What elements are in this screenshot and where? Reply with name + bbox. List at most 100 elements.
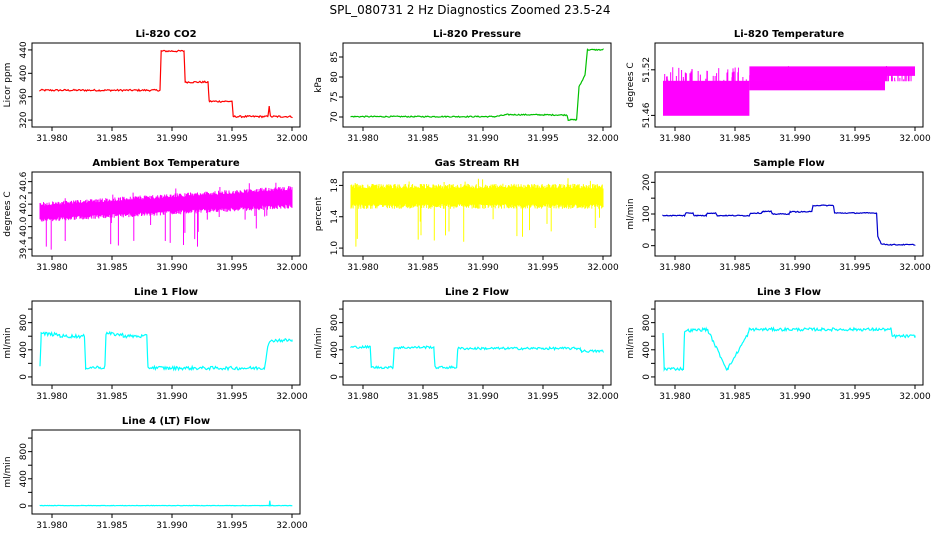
y-axis-label: ml/min	[626, 198, 636, 229]
series-group	[350, 48, 604, 122]
x-tick-label: 31.990	[467, 392, 499, 402]
x-tick-label: 31.995	[216, 263, 248, 273]
y-axis-label: percent	[314, 196, 324, 231]
y-tick-label: 200	[642, 173, 652, 190]
y-tick-label: 800	[642, 314, 652, 331]
chart-title: Li-820 CO2	[135, 29, 196, 40]
x-tick-label: 32.000	[899, 134, 931, 144]
x-tick-label: 31.990	[156, 521, 188, 531]
plot-frame	[342, 171, 612, 257]
chart-panel: Line 3 Flow 31.980 31.985 31.990 31.995 32.00…	[626, 287, 931, 402]
series-group	[39, 182, 293, 250]
chart-title: Li-820 Pressure	[433, 29, 521, 40]
y-axis-label: ml/min	[3, 327, 13, 358]
y-tick-label: 40.2	[19, 194, 29, 214]
chart-title: Ambient Box Temperature	[92, 158, 239, 169]
chart-title: Sample Flow	[753, 158, 825, 169]
plot-frame	[342, 42, 612, 128]
y-axis-label: ml/min	[626, 327, 636, 358]
chart-panel: Sample Flow 31.980 31.985 31.990 31.995 32.00…	[626, 158, 931, 273]
y-tick-label: 75	[330, 91, 340, 102]
x-tick-label: 31.990	[779, 263, 811, 273]
series-band	[749, 80, 885, 91]
y-tick-label: 39.4	[19, 239, 29, 259]
series-line	[39, 49, 293, 119]
x-tick-label: 31.980	[347, 134, 379, 144]
x-tick-label: 31.995	[839, 392, 871, 402]
y-tick-label: 40.0	[19, 216, 29, 236]
plot-frame	[654, 300, 924, 386]
plot-frame	[31, 171, 301, 257]
plot-frame	[31, 300, 301, 386]
y-tick-label: 800	[19, 443, 29, 460]
y-axis-label: Licor ppm	[3, 63, 13, 108]
series-band	[350, 178, 604, 247]
x-tick-label: 32.000	[587, 134, 619, 144]
series-line	[350, 344, 604, 370]
y-tick-label: 1.8	[330, 178, 340, 193]
x-tick-label: 32.000	[899, 263, 931, 273]
series-band	[663, 80, 750, 116]
y-tick-label: 85	[330, 51, 340, 62]
y-tick-label: 440	[19, 41, 29, 58]
y-tick-label: 800	[19, 314, 29, 331]
plot-frame	[654, 42, 924, 128]
y-tick-label: 0	[19, 503, 29, 509]
x-tick-label: 31.995	[216, 134, 248, 144]
x-tick-label: 31.985	[407, 263, 439, 273]
x-tick-label: 31.985	[719, 392, 751, 402]
x-tick-label: 31.980	[659, 134, 691, 144]
x-tick-label: 31.995	[527, 134, 559, 144]
series-group	[663, 66, 915, 116]
chart-title: Line 4 (LT) Flow	[122, 416, 210, 427]
x-tick-label: 31.995	[527, 263, 559, 273]
y-tick-label: 80	[330, 71, 340, 83]
plot-frame	[31, 429, 301, 515]
x-tick-label: 31.985	[719, 134, 751, 144]
x-tick-label: 31.995	[527, 392, 559, 402]
y-tick-label: 400	[330, 341, 340, 358]
series-line	[662, 326, 916, 372]
series-group	[39, 500, 293, 507]
chart-title: Line 2 Flow	[445, 287, 509, 298]
y-tick-label: 0	[19, 374, 29, 380]
series-band	[885, 66, 915, 76]
y-tick-label: 400	[19, 64, 29, 81]
y-tick-label: 400	[19, 470, 29, 487]
x-tick-label: 31.990	[779, 134, 811, 144]
series-band	[39, 182, 293, 250]
x-tick-label: 32.000	[276, 134, 308, 144]
figure-title: SPL_080731 2 Hz Diagnostics Zoomed 23.5-…	[330, 3, 611, 17]
plot-frame	[342, 300, 612, 386]
x-tick-label: 32.000	[587, 263, 619, 273]
x-tick-label: 32.000	[587, 392, 619, 402]
y-tick-label: 51.46	[642, 102, 652, 128]
y-tick-label: 40.6	[19, 171, 29, 191]
x-tick-label: 32.000	[899, 392, 931, 402]
chart-title: Line 3 Flow	[757, 287, 821, 298]
chart-panel: Ambient Box Temperature 31.980 31.985 31.99…	[3, 158, 308, 273]
x-tick-label: 32.000	[276, 263, 308, 273]
chart-title: Line 1 Flow	[134, 287, 198, 298]
series-line	[39, 330, 293, 372]
x-tick-label: 31.990	[779, 392, 811, 402]
y-tick-label: 800	[330, 314, 340, 331]
chart-panel: Gas Stream RH 31.980 31.985 31.990 31.995 32.…	[314, 158, 619, 273]
series-group	[39, 49, 293, 119]
y-axis-label: ml/min	[3, 456, 13, 487]
series-spikes	[664, 66, 912, 82]
chart-title: Li-820 Temperature	[734, 29, 844, 40]
series-group	[350, 178, 604, 247]
x-tick-label: 31.995	[216, 392, 248, 402]
x-tick-label: 32.000	[276, 521, 308, 531]
chart-panel: Li-820 Temperature 31.980 31.985 31.990 31.9…	[626, 29, 931, 144]
y-tick-label: 0	[642, 243, 652, 249]
x-tick-label: 31.980	[659, 263, 691, 273]
x-tick-label: 31.980	[347, 263, 379, 273]
y-axis-label: ml/min	[314, 327, 324, 358]
x-tick-label: 31.995	[216, 521, 248, 531]
y-tick-label: 0	[330, 374, 340, 380]
chart-panel: Line 2 Flow 31.980 31.985 31.990 31.995 32.00…	[314, 287, 619, 402]
x-tick-label: 31.985	[96, 521, 128, 531]
